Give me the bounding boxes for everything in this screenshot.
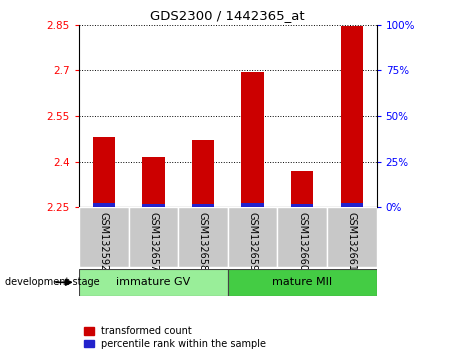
Legend: transformed count, percentile rank within the sample: transformed count, percentile rank withi…: [84, 326, 266, 349]
Bar: [92, 204, 115, 207]
Bar: [192, 204, 214, 207]
Bar: [142, 157, 165, 207]
Text: GSM132659: GSM132659: [248, 212, 258, 271]
Bar: [291, 204, 313, 207]
Bar: [92, 137, 115, 207]
Bar: [241, 204, 264, 207]
Bar: [228, 269, 377, 296]
Bar: [228, 207, 277, 267]
Bar: [277, 207, 327, 267]
Text: mature MII: mature MII: [272, 277, 332, 287]
Bar: [129, 207, 178, 267]
Bar: [291, 171, 313, 207]
Text: GSM132661: GSM132661: [347, 212, 357, 271]
Bar: [192, 140, 214, 207]
Text: GSM132657: GSM132657: [148, 212, 158, 271]
Bar: [79, 269, 228, 296]
Text: GSM132592: GSM132592: [99, 212, 109, 271]
Bar: [341, 26, 363, 207]
Bar: [142, 204, 165, 207]
Bar: [241, 72, 264, 207]
Text: development stage: development stage: [5, 277, 99, 287]
Title: GDS2300 / 1442365_at: GDS2300 / 1442365_at: [151, 9, 305, 22]
Text: GSM132660: GSM132660: [297, 212, 307, 271]
Text: immature GV: immature GV: [116, 277, 190, 287]
Bar: [79, 207, 129, 267]
Bar: [178, 207, 228, 267]
Bar: [341, 204, 363, 207]
Bar: [327, 207, 377, 267]
Text: GSM132658: GSM132658: [198, 212, 208, 271]
